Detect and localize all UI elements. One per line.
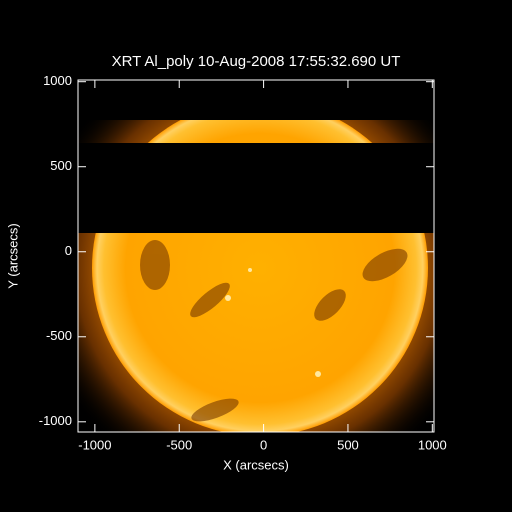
- y-tick-label: 1000: [43, 73, 72, 88]
- x-axis-label: X (arcsecs): [223, 457, 289, 472]
- x-tick-label: -500: [166, 437, 192, 452]
- x-tick-label: -1000: [78, 437, 111, 452]
- y-tick-label: -500: [46, 328, 72, 343]
- y-axis-label: Y (arcsecs): [5, 223, 20, 289]
- y-tick-label: -1000: [39, 413, 72, 428]
- x-tick-label: 1000: [418, 437, 447, 452]
- y-tick-label: 0: [65, 243, 72, 258]
- y-tick-label: 500: [50, 158, 72, 173]
- chart-title: XRT Al_poly 10-Aug-2008 17:55:32.690 UT: [112, 53, 401, 70]
- x-tick-label: 0: [260, 437, 267, 452]
- x-tick-label: 500: [337, 437, 359, 452]
- plot-frame: [77, 79, 435, 433]
